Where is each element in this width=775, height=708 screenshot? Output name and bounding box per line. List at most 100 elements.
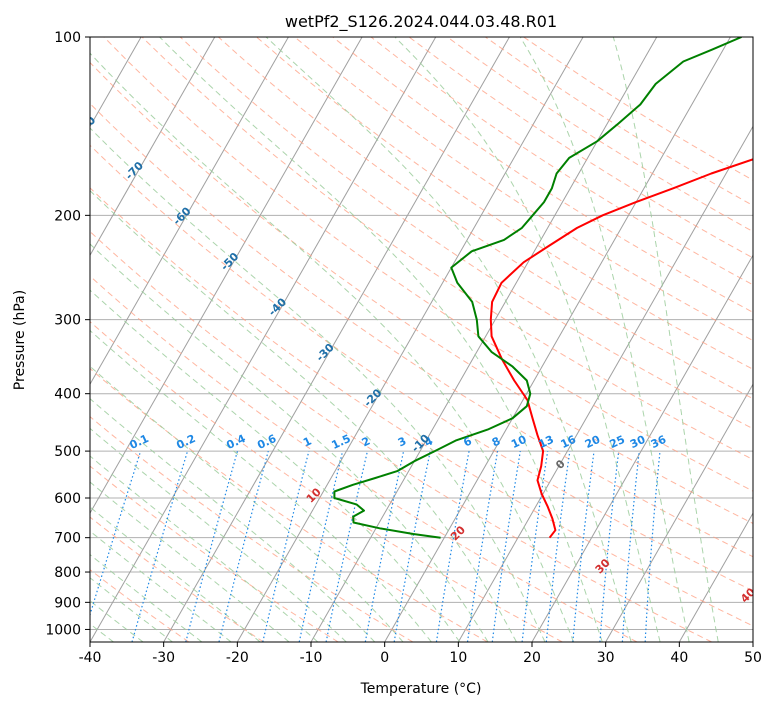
moist-adiabat-line — [90, 506, 261, 642]
isotherm-line — [0, 37, 67, 642]
mixing-ratio-line — [185, 450, 239, 642]
x-tick-label: -20 — [226, 650, 249, 666]
isotherm-line — [457, 125, 753, 642]
moist-adiabat-line — [90, 398, 376, 642]
mixing-ratio-label: 25 — [608, 433, 627, 451]
dry-adiabat-line — [90, 230, 712, 642]
x-tick-label: 40 — [670, 650, 688, 666]
moist-adiabat-line — [90, 553, 203, 642]
x-tick-label: 0 — [380, 650, 389, 666]
dry-adiabat-line — [90, 187, 753, 627]
moist-adiabat-line — [519, 37, 690, 642]
dewpoint-profile-line — [333, 37, 742, 539]
isotherm-line — [605, 383, 753, 642]
mixing-ratio-label: 6 — [461, 434, 474, 449]
dry-adiabat-label: 10 — [304, 485, 324, 505]
isotherm-line — [384, 37, 731, 642]
mixing-ratio-line — [466, 450, 499, 642]
moist-adiabat-line — [90, 127, 546, 642]
y-tick-label: 700 — [54, 531, 81, 547]
mixing-ratio-line — [131, 450, 189, 642]
dry-adiabat-line — [90, 275, 638, 642]
dry-adiabat-line — [179, 37, 753, 430]
dry-adiabat-line — [256, 37, 753, 370]
mixing-ratio-label: 1.5 — [330, 432, 353, 452]
y-tick-label: 200 — [54, 208, 81, 224]
dry-adiabat-line — [90, 144, 753, 592]
mixing-ratio-line — [599, 451, 620, 642]
y-tick-label: 900 — [54, 595, 81, 611]
temperature-profile-line — [489, 158, 753, 539]
mixing-ratio-label: 8 — [490, 434, 502, 449]
isotherm-line — [90, 37, 289, 386]
mixing-ratio-label: 0.1 — [128, 432, 151, 452]
plot-frame — [89, 36, 754, 643]
isotherm-line — [90, 37, 216, 257]
dry-adiabat-line — [103, 37, 753, 492]
mixing-ratio-line — [644, 451, 661, 642]
moist-adiabat-line — [90, 52, 575, 642]
moist-adiabat-line — [90, 455, 319, 642]
mixing-ratio-line — [262, 450, 310, 642]
dry-adiabat-line — [90, 516, 264, 642]
mixing-ratio-line — [545, 451, 571, 642]
background-lines — [0, 37, 753, 642]
mixing-ratio-label: 10 — [509, 433, 529, 451]
line-labels: 0.1 0.2 0.4 0.6 1 1.5 2 3 4 6 8 10 13 16 20 25 30 36-100-… — [0, 20, 753, 606]
moist-adiabat-line — [90, 329, 432, 642]
y-tick-label: 1000 — [45, 622, 81, 638]
isotherm-line — [678, 512, 753, 642]
dry-adiabat-line — [90, 61, 753, 525]
profile-lines — [333, 37, 753, 539]
dry-adiabat-line — [90, 321, 563, 642]
isotherm-label: -90 — [27, 68, 50, 91]
isotherm-label: -80 — [75, 114, 98, 137]
mixing-ratio-line — [572, 451, 595, 642]
dry-adiabat-label: 30 — [593, 556, 613, 576]
dry-adiabat-line — [90, 102, 753, 558]
mixing-ratio-line — [90, 450, 142, 617]
plot-area: 0.1 0.2 0.4 0.6 1 1.5 2 3 4 6 8 10 13 16 20 25 30 36-100-… — [0, 20, 753, 642]
moist-adiabat-line — [90, 427, 347, 642]
dry-adiabat-line — [447, 37, 753, 233]
mixing-ratio-line — [325, 450, 368, 642]
dry-adiabat-line — [294, 37, 753, 342]
mixing-ratio-label: 0.4 — [224, 432, 247, 452]
x-tick-label: 20 — [523, 650, 541, 666]
y-tick-label: 600 — [54, 491, 81, 507]
dry-adiabat-line — [90, 415, 414, 642]
mixing-ratio-label: 13 — [537, 433, 556, 451]
isotherm-line — [90, 37, 363, 515]
x-axis: -40 -30 -20 -10 0 10 20 30 40 50 — [79, 642, 762, 666]
mixing-ratio-line — [393, 450, 431, 642]
mixing-ratio-line — [435, 450, 470, 642]
dry-adiabat-line — [370, 37, 753, 286]
dry-adiabat-line — [141, 37, 753, 461]
mixing-ratio-line — [521, 451, 549, 642]
moist-adiabat-line — [90, 481, 290, 642]
mixing-ratio-label: 2 — [360, 434, 372, 449]
x-tick-label: -40 — [79, 650, 102, 666]
x-tick-label: -30 — [152, 650, 175, 666]
y-axis-title: Pressure (hPa) — [12, 290, 28, 390]
moist-adiabat-line — [90, 289, 461, 642]
x-tick-label: 30 — [597, 650, 615, 666]
mixing-ratio-label: 1 — [301, 434, 313, 449]
mixing-ratio-line — [298, 450, 344, 642]
dry-adiabat-line — [523, 37, 753, 181]
y-tick-label: 400 — [54, 387, 81, 403]
x-tick-label: 50 — [744, 650, 762, 666]
dry-adiabat-line — [218, 37, 753, 400]
moist-adiabat-label: 0 — [553, 457, 568, 472]
isotherm-line — [531, 254, 753, 642]
isotherm-line — [163, 37, 510, 642]
dry-adiabat-line — [408, 37, 753, 259]
mixing-ratio-label: 20 — [583, 433, 603, 451]
dry-adiabat-line — [90, 569, 190, 642]
x-tick-label: -10 — [300, 650, 323, 666]
isotherm-label: -100 — [0, 20, 6, 49]
y-tick-label: 300 — [54, 313, 81, 329]
mixing-ratio-line — [621, 451, 640, 642]
moist-adiabat-line — [394, 37, 661, 642]
